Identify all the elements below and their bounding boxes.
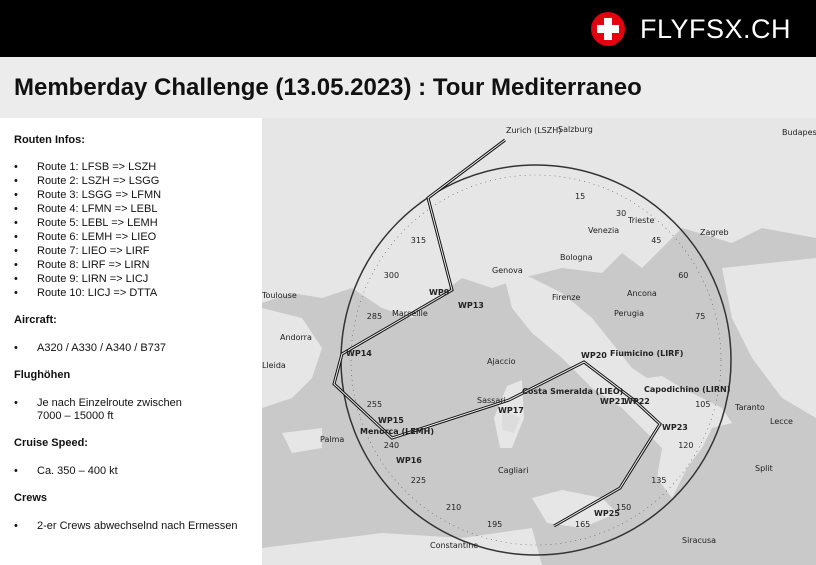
map-label: 60 bbox=[678, 271, 688, 280]
map-label: WP13 bbox=[458, 301, 484, 310]
map-label: 165 bbox=[575, 520, 590, 529]
map-label: Palma bbox=[320, 435, 344, 444]
map-label: 195 bbox=[487, 520, 502, 529]
map-label: Trieste bbox=[627, 216, 654, 225]
list-item: A320 / A330 / A340 / B737 bbox=[14, 342, 166, 355]
map-label: WP9 bbox=[429, 288, 450, 297]
map-label: Marseille bbox=[392, 309, 428, 318]
title-band bbox=[0, 57, 816, 118]
map-label: Cagliari bbox=[498, 466, 528, 475]
map-label: Taranto bbox=[734, 403, 765, 412]
map-label: Budapest bbox=[782, 128, 816, 137]
map-label: Andorra bbox=[280, 333, 312, 342]
route-map: Zurich (LSZH)Salzburg Budapest Zagreb Tries… bbox=[262, 118, 816, 565]
map-label: 45 bbox=[651, 236, 661, 245]
map-label: Ajaccio bbox=[487, 357, 516, 366]
map-label: Zagreb bbox=[700, 228, 729, 237]
map-label: Siracusa bbox=[682, 536, 716, 545]
map-label: WP22 bbox=[624, 397, 650, 406]
top-bar: FLYFSX.CH bbox=[0, 0, 816, 57]
map-label: Lecce bbox=[770, 417, 793, 426]
map-label: Split bbox=[755, 464, 773, 473]
map-label: Fiumicino (LIRF) bbox=[610, 349, 683, 358]
list-item: Route 6: LEMH => LIEO bbox=[14, 231, 156, 244]
list-item: Route 1: LFSB => LSZH bbox=[14, 161, 156, 174]
map-label: 15 bbox=[575, 192, 585, 201]
section-heading: Aircraft: bbox=[14, 314, 57, 326]
map-label: 30 bbox=[616, 209, 626, 218]
map-label: Perugia bbox=[614, 309, 644, 318]
map-label: 300 bbox=[384, 271, 399, 280]
map-label: WP20 bbox=[581, 351, 607, 360]
map-label: Genova bbox=[492, 266, 523, 275]
section-heading: Crews bbox=[14, 492, 48, 504]
map-label: Firenze bbox=[552, 293, 581, 302]
map-label: WP25 bbox=[594, 509, 620, 518]
list-item: Route 10: LICJ => DTTA bbox=[14, 287, 157, 300]
map-label: 315 bbox=[411, 236, 426, 245]
map-label: Lleida bbox=[262, 361, 286, 370]
map-label: WP17 bbox=[498, 406, 524, 415]
map-label: 210 bbox=[446, 503, 461, 512]
map-label: WP14 bbox=[346, 349, 372, 358]
map-label: Zurich (LSZH) bbox=[506, 126, 561, 135]
list-item: Route 9: LIRN => LICJ bbox=[14, 273, 148, 286]
map-label: 255 bbox=[367, 400, 382, 409]
list-item: Route 5: LEBL => LEMH bbox=[14, 217, 158, 230]
section-heading: Flughöhen bbox=[14, 369, 71, 381]
map-label: 105 bbox=[695, 400, 710, 409]
map-label: WP15 bbox=[378, 416, 404, 425]
map-label: Toulouse bbox=[262, 291, 297, 300]
map-label: 150 bbox=[616, 503, 631, 512]
map-label: Ancona bbox=[627, 289, 657, 298]
map-label: 75 bbox=[695, 312, 705, 321]
brand: FLYFSX.CH bbox=[640, 14, 792, 44]
list-item: Route 3: LSGG => LFMN bbox=[14, 189, 161, 202]
map-label: 240 bbox=[384, 441, 399, 450]
section-heading: Routen Infos: bbox=[14, 134, 85, 146]
list-item: Ca. 350 – 400 kt bbox=[14, 465, 118, 478]
map-label: Constantine bbox=[430, 541, 478, 550]
list-item: Route 8: LIRF => LIRN bbox=[14, 259, 149, 272]
section-heading: Cruise Speed: bbox=[14, 437, 88, 449]
map-label: WP21 bbox=[600, 397, 626, 406]
list-item: Route 7: LIEO => LIRF bbox=[14, 245, 149, 258]
map-label: WP16 bbox=[396, 456, 422, 465]
map-label: 285 bbox=[367, 312, 382, 321]
map-label: Bologna bbox=[560, 253, 593, 262]
map-label: Sassari bbox=[477, 396, 506, 405]
map-label: 135 bbox=[651, 476, 666, 485]
map-label: Salzburg bbox=[558, 125, 593, 134]
list-item: Je nach Einzelroute zwischen 7000 – 1500… bbox=[14, 397, 182, 423]
map-label: Venezia bbox=[588, 226, 619, 235]
map-label: WP23 bbox=[662, 423, 688, 432]
logo bbox=[591, 12, 625, 46]
map-label: Costa Smeralda (LIEO) bbox=[522, 387, 623, 396]
list-item: 2-er Crews abwechselnd nach Ermessen bbox=[14, 520, 237, 533]
title: Memberday Challenge (13.05.2023) : Tour … bbox=[14, 74, 642, 101]
list-item: Route 4: LFMN => LEBL bbox=[14, 203, 158, 216]
map-label: Capodichino (LIRN) bbox=[644, 385, 730, 394]
map-label: 120 bbox=[678, 441, 693, 450]
list-item: Route 2: LSZH => LSGG bbox=[14, 175, 159, 188]
map-label: Menorca (LEMH) bbox=[360, 427, 434, 436]
map-label: 225 bbox=[411, 476, 426, 485]
